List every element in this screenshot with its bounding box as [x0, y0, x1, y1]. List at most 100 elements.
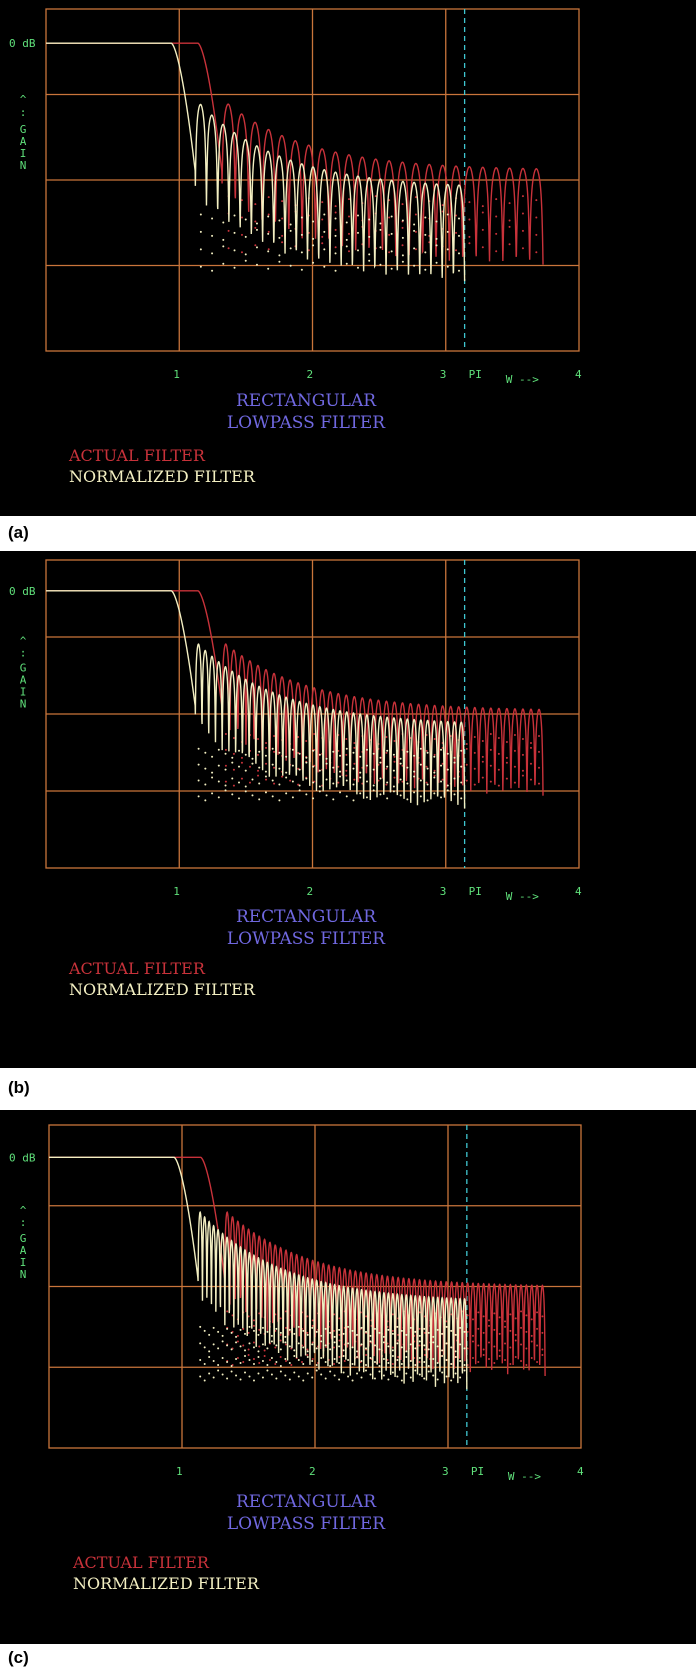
sidelobe-dot	[423, 1377, 426, 1380]
sidelobe-dot	[297, 783, 300, 786]
sidelobe-dot	[353, 762, 356, 765]
sidelobe-dot	[251, 778, 254, 781]
sidelobe-dot	[305, 793, 308, 796]
sidelobe-dot	[432, 1341, 435, 1344]
sidelobe-dot	[235, 1374, 238, 1377]
sidelobe-dot	[505, 741, 508, 744]
sidelobe-dot	[284, 1343, 287, 1346]
chart-title-line1: RECTANGULAR	[236, 391, 377, 411]
sidelobe-dot	[244, 1349, 247, 1352]
sidelobe-dot	[258, 1328, 261, 1331]
sidelobe-dot	[369, 1334, 372, 1337]
sidelobe-dot	[264, 754, 267, 757]
sidelobe-dot	[535, 199, 538, 202]
sidelobe-dot	[232, 768, 235, 771]
sidelobe-dot	[320, 1334, 323, 1337]
sidelobe-dot	[311, 1341, 314, 1344]
sidelobe-dot	[365, 796, 368, 799]
x-tick-label: 4	[577, 1465, 584, 1478]
sidelobe-dot	[217, 1369, 220, 1372]
sidelobe-dot	[252, 1379, 255, 1382]
sidelobe-dot	[239, 1345, 242, 1348]
sidelobe-dot	[423, 1348, 426, 1351]
sidelobe-dot	[230, 1364, 233, 1367]
sidelobe-dot	[426, 751, 429, 754]
sidelobe-dot	[265, 742, 268, 745]
sidelobe-dot	[347, 1358, 350, 1361]
sidelobe-dot	[399, 778, 402, 781]
sidelobe-dot	[255, 263, 258, 266]
sidelobe-dot	[337, 765, 340, 768]
sidelobe-dot	[267, 215, 270, 218]
sidelobe-dot	[455, 249, 458, 252]
sidelobe-dot	[199, 1375, 202, 1378]
sidelobe-dot	[332, 798, 335, 801]
sidelobe-dot	[297, 1358, 300, 1361]
panel-label-c: (c)	[8, 1648, 29, 1667]
sidelobe-dot	[273, 750, 276, 753]
sidelobe-dot	[203, 1379, 206, 1382]
sidelobe-dot	[311, 1324, 314, 1327]
x-tick-label: 1	[173, 368, 180, 381]
sidelobe-dot	[244, 1371, 247, 1374]
sidelobe-dot	[278, 799, 281, 802]
sidelobe-dot	[351, 1329, 354, 1332]
sidelobe-dot	[458, 252, 461, 255]
sidelobe-dot	[458, 234, 461, 237]
sidelobe-dot	[373, 1377, 376, 1380]
sidelobe-dot	[521, 738, 524, 741]
sidelobe-dot	[311, 1319, 314, 1322]
sidelobe-dot	[504, 1325, 507, 1328]
normalized-filter-dots	[199, 213, 461, 272]
normalized-filter-curve	[46, 590, 466, 809]
sidelobe-dot	[281, 234, 284, 237]
sidelobe-dot	[345, 262, 348, 265]
sidelobe-dot	[433, 769, 436, 772]
legend-normalized-filter: NORMALIZED FILTER	[69, 467, 256, 486]
sidelobe-dot	[334, 269, 337, 272]
sidelobe-dot	[217, 1363, 220, 1366]
sidelobe-dot	[247, 1348, 250, 1351]
sidelobe-dot	[418, 1327, 421, 1330]
sidelobe-dot	[264, 791, 267, 794]
sidelobe-dot	[226, 1360, 229, 1363]
sidelobe-dot	[396, 1325, 399, 1328]
sidelobe-dot	[199, 265, 202, 268]
sidelobe-dot	[458, 217, 461, 220]
sidelobe-dot	[222, 262, 225, 265]
sidelobe-dot	[239, 1378, 242, 1381]
sidelobe-dot	[288, 1345, 291, 1348]
sidelobe-dot	[348, 215, 351, 218]
sidelobe-dot	[345, 747, 348, 750]
sidelobe-dot	[208, 1350, 211, 1353]
sidelobe-dot	[432, 1335, 435, 1338]
sidelobe-dot	[239, 1361, 242, 1364]
sidelobe-dot	[525, 1363, 528, 1366]
sidelobe-dot	[378, 1370, 381, 1373]
sidelobe-dot	[284, 1326, 287, 1329]
gain-dots-label: :	[20, 106, 27, 119]
sidelobe-dot	[473, 736, 476, 739]
sidelobe-dot	[372, 752, 375, 755]
sidelobe-dot	[427, 1364, 430, 1367]
sidelobe-dot	[263, 1349, 266, 1352]
sidelobe-dot	[345, 753, 348, 756]
sidelobe-dot	[454, 1350, 457, 1353]
sidelobe-dot	[368, 259, 371, 262]
sidelobe-dot	[514, 1317, 517, 1320]
sidelobe-dot	[345, 763, 348, 766]
sidelobe-dot	[424, 251, 427, 254]
sidelobe-dot	[339, 754, 342, 757]
sidelobe-dot	[279, 1348, 282, 1351]
sidelobe-dot	[267, 250, 270, 253]
sidelobe-dot	[379, 756, 382, 759]
sidelobe-dot	[306, 1353, 309, 1356]
sidelobe-dot	[279, 1331, 282, 1334]
sidelobe-dot	[301, 1360, 304, 1363]
sidelobe-dot	[281, 775, 284, 778]
x-tick-label: 1	[176, 1465, 183, 1478]
sidelobe-dot	[306, 1331, 309, 1334]
sidelobe-dot	[271, 763, 274, 766]
actual-filter-curve	[46, 590, 544, 796]
sidelobe-dot	[391, 1371, 394, 1374]
